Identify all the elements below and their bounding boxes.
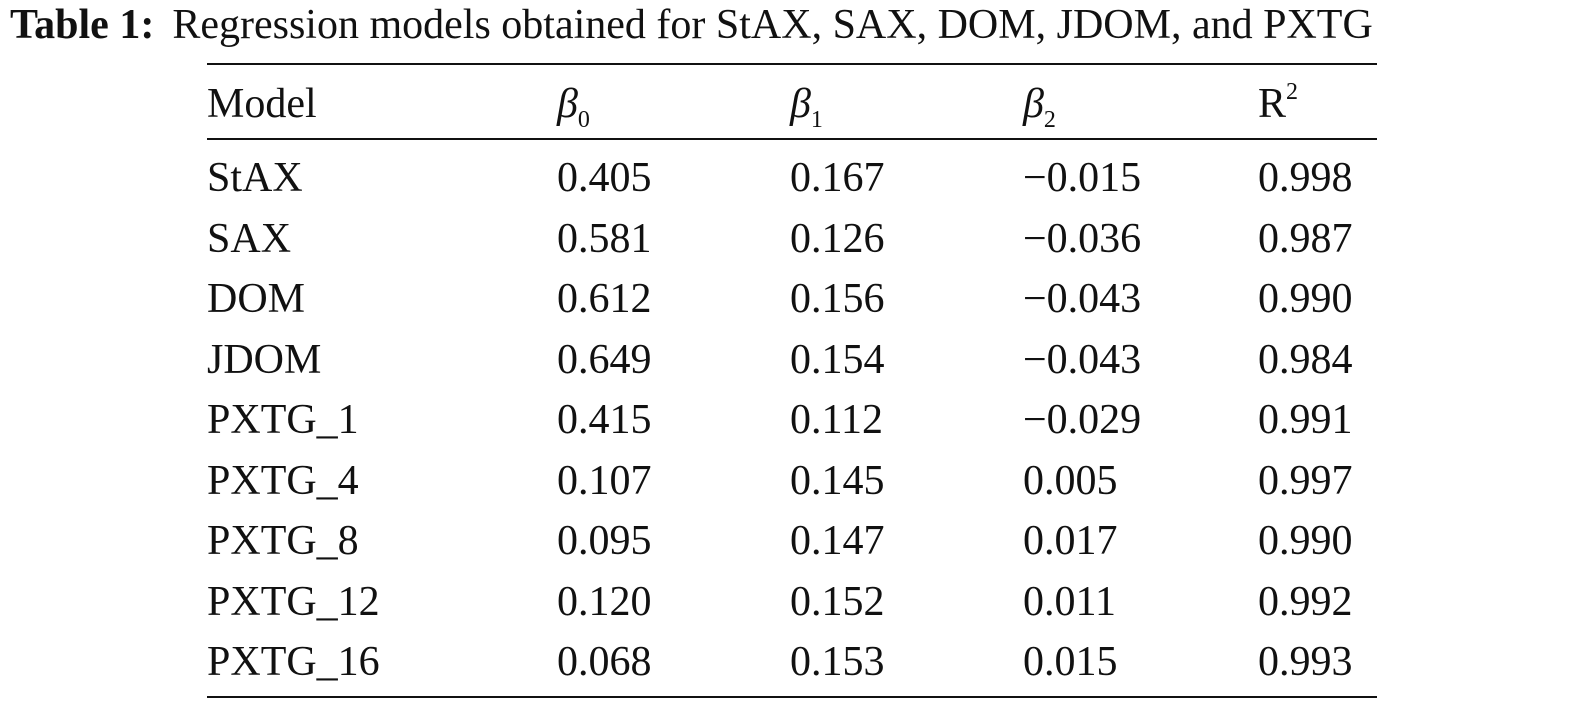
header-r2-sup: 2 [1286, 79, 1299, 105]
header-beta1-sub: 1 [810, 107, 823, 133]
cell-beta0: 0.068 [557, 639, 652, 685]
top-rule [207, 63, 1377, 65]
caption-text: Regression models obtained for StAX, SAX… [172, 2, 1373, 48]
cell-r2: 0.997 [1258, 457, 1353, 504]
cell-model: PXTG_12 [207, 578, 380, 625]
cell-r2: 0.993 [1258, 639, 1353, 685]
cell-r2: 0.991 [1258, 397, 1353, 443]
table-row: StAX 0.405 0.167 −0.015 0.998 [207, 148, 1377, 209]
cell-r2: 0.990 [1258, 276, 1353, 322]
header-row: Model β0 β1 β2 R2 [207, 76, 1377, 133]
header-beta0: β0 [557, 76, 590, 138]
cell-model: DOM [207, 276, 306, 322]
cell-r2: 0.990 [1258, 518, 1353, 564]
cell-r2: 0.998 [1258, 155, 1353, 201]
header-beta2-symbol: β [1023, 81, 1044, 127]
table-row: JDOM 0.649 0.154 −0.043 0.984 [207, 330, 1377, 391]
cell-model: StAX [207, 155, 303, 201]
table-row: DOM 0.612 0.156 −0.043 0.990 [207, 269, 1377, 330]
header-beta2: β2 [1023, 76, 1056, 138]
cell-beta2: −0.036 [1023, 215, 1142, 262]
cell-beta1: 0.147 [790, 518, 885, 564]
cell-beta2: −0.043 [1023, 336, 1142, 383]
caption-label: Table 1: [10, 2, 155, 48]
cell-beta2: −0.029 [1023, 397, 1142, 443]
header-beta1-symbol: β [790, 81, 811, 127]
cell-beta2: 0.015 [1023, 639, 1118, 685]
cell-beta0: 0.095 [557, 518, 652, 564]
cell-model: JDOM [207, 336, 322, 383]
cell-r2: 0.984 [1258, 336, 1353, 383]
bottom-rule [207, 696, 1377, 698]
cell-beta2: 0.011 [1023, 578, 1116, 625]
header-beta2-sub: 2 [1043, 107, 1056, 133]
cell-beta0: 0.405 [557, 155, 652, 201]
table-caption: Table 1: Regression models obtained for S… [10, 0, 1373, 50]
table-row: SAX 0.581 0.126 −0.036 0.987 [207, 209, 1377, 270]
cell-beta2: −0.043 [1023, 276, 1142, 322]
cell-beta1: 0.112 [790, 397, 883, 443]
cell-beta1: 0.167 [790, 155, 885, 201]
table-row: PXTG_12 0.120 0.152 0.011 0.992 [207, 572, 1377, 633]
cell-r2: 0.987 [1258, 215, 1353, 262]
cell-beta2: 0.017 [1023, 518, 1118, 564]
table-row: PXTG_8 0.095 0.147 0.017 0.990 [207, 511, 1377, 572]
header-beta0-symbol: β [557, 81, 578, 127]
cell-beta0: 0.581 [557, 215, 652, 262]
cell-beta1: 0.154 [790, 336, 885, 383]
cell-model: PXTG_1 [207, 397, 359, 443]
cell-beta0: 0.612 [557, 276, 652, 322]
cell-beta0: 0.107 [557, 457, 652, 504]
cell-beta2: −0.015 [1023, 155, 1142, 201]
cell-beta1: 0.145 [790, 457, 885, 504]
cell-beta1: 0.152 [790, 578, 885, 625]
cell-model: PXTG_4 [207, 457, 359, 504]
header-rule [207, 138, 1377, 140]
header-r2: R2 [1258, 76, 1298, 138]
table-row: PXTG_1 0.415 0.112 −0.029 0.991 [207, 390, 1377, 451]
cell-beta1: 0.126 [790, 215, 885, 262]
header-beta0-sub: 0 [577, 107, 590, 133]
cell-model: PXTG_16 [207, 639, 380, 685]
cell-beta2: 0.005 [1023, 457, 1118, 504]
header-beta1: β1 [790, 76, 823, 138]
cell-model: PXTG_8 [207, 518, 359, 564]
cell-r2: 0.992 [1258, 578, 1353, 625]
header-r2-base: R [1258, 81, 1287, 127]
table-row: PXTG_4 0.107 0.145 0.005 0.997 [207, 451, 1377, 512]
cell-model: SAX [207, 215, 292, 262]
cell-beta0: 0.120 [557, 578, 652, 625]
table-row: PXTG_16 0.068 0.153 0.015 0.993 [207, 632, 1377, 693]
cell-beta0: 0.415 [557, 397, 652, 443]
header-model: Model [207, 81, 317, 127]
cell-beta1: 0.153 [790, 639, 885, 685]
cell-beta1: 0.156 [790, 276, 885, 322]
cell-beta0: 0.649 [557, 336, 652, 383]
